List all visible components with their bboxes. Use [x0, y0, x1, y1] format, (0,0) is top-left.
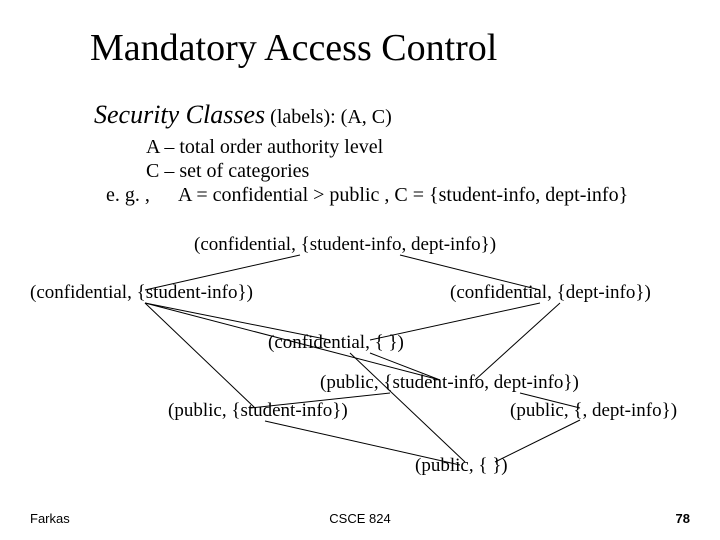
example-label: e. g. ,	[106, 184, 150, 207]
lattice-node-conf-student: (confidential, {student-info})	[30, 282, 253, 304]
subtitle-main: Security Classes	[94, 100, 265, 129]
example-body: A = confidential > public , C = {student…	[178, 184, 628, 207]
lattice-node-pub-both: (public, {student-info, dept-info})	[320, 372, 579, 394]
slide-title: Mandatory Access Control	[90, 26, 497, 70]
footer-course: CSCE 824	[0, 511, 720, 526]
lattice-node-top: (confidential, {student-info, dept-info}…	[194, 234, 496, 256]
subtitle: Security Classes (labels): (A, C)	[94, 100, 392, 130]
lattice-node-conf-empty: (confidential, { })	[268, 332, 404, 354]
definition-a: A – total order authority level	[146, 136, 383, 159]
slide: { "title": "Mandatory Access Control", "…	[0, 0, 720, 540]
lattice-edges	[0, 0, 720, 540]
subtitle-paren: (labels): (A, C)	[265, 106, 392, 128]
lattice-node-conf-dept: (confidential, {dept-info})	[450, 282, 651, 304]
definition-c: C – set of categories	[146, 160, 309, 183]
lattice-node-pub-empty: (public, { })	[415, 455, 508, 477]
footer-page-number: 78	[676, 511, 690, 526]
lattice-node-pub-dept: (public, {, dept-info})	[510, 400, 677, 422]
lattice-node-pub-student: (public, {student-info})	[168, 400, 348, 422]
